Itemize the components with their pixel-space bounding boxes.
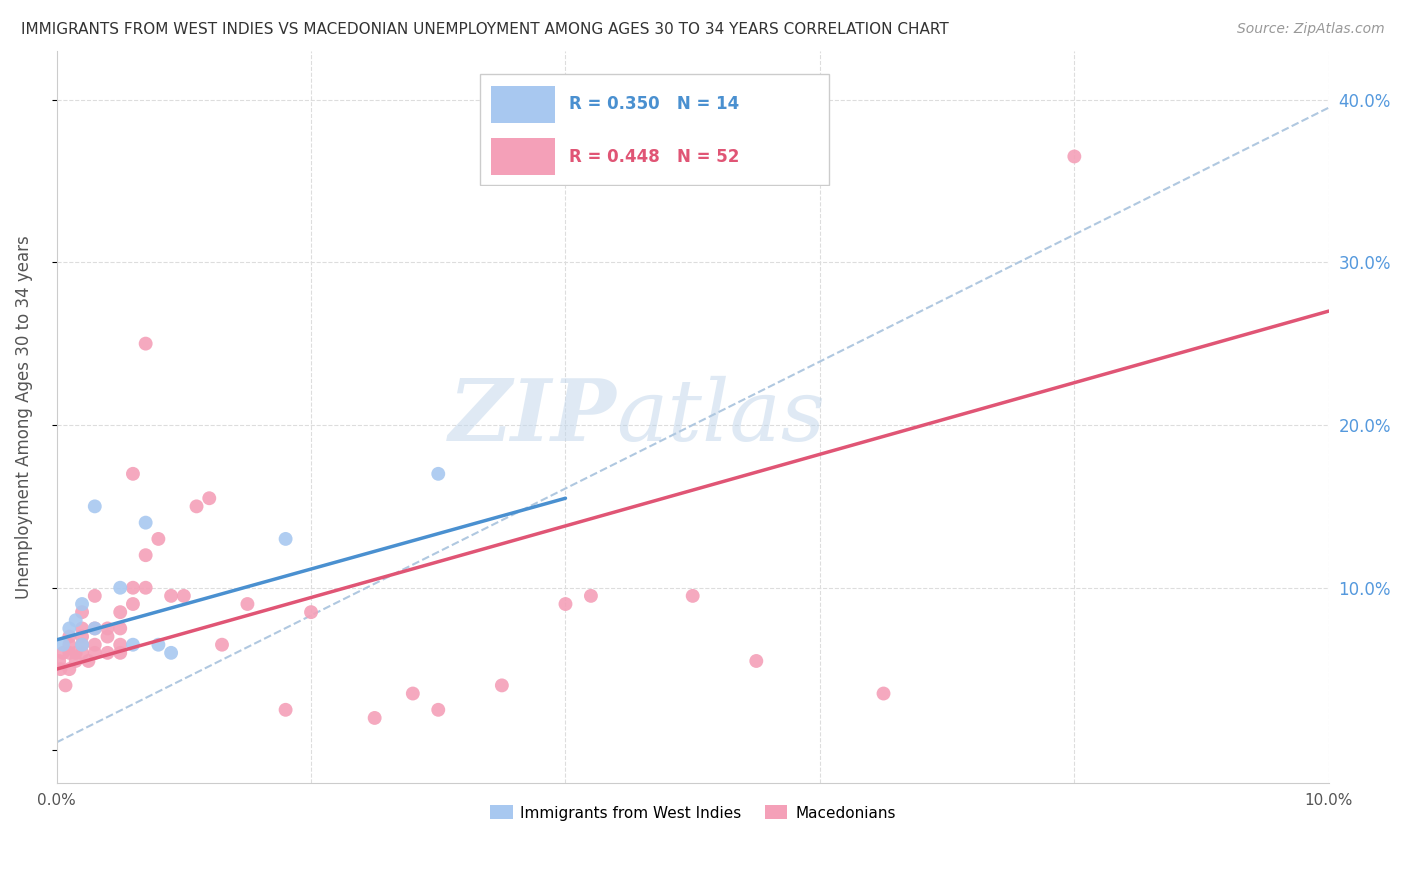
Point	[135, 516, 157, 530]
Point	[83, 500, 105, 514]
Point	[554, 597, 576, 611]
Y-axis label: Unemployment Among Ages 30 to 34 years: Unemployment Among Ages 30 to 34 years	[15, 235, 32, 599]
Point	[48, 654, 70, 668]
Point	[148, 532, 170, 546]
Point	[70, 638, 93, 652]
Point	[58, 646, 80, 660]
Point	[70, 638, 93, 652]
Point	[49, 662, 72, 676]
Point	[58, 630, 80, 644]
Point	[186, 500, 208, 514]
Point	[402, 686, 425, 700]
Point	[65, 654, 87, 668]
Point	[122, 638, 145, 652]
Point	[299, 605, 322, 619]
Point	[148, 638, 170, 652]
Point	[96, 630, 118, 644]
Point	[110, 646, 132, 660]
Point	[135, 581, 157, 595]
Point	[122, 581, 145, 595]
Point	[491, 678, 513, 692]
Point	[135, 336, 157, 351]
Point	[579, 589, 602, 603]
Point	[274, 532, 297, 546]
Point	[274, 703, 297, 717]
Point	[58, 622, 80, 636]
Point	[160, 589, 183, 603]
Point	[198, 491, 221, 506]
Point	[83, 622, 105, 636]
Point	[70, 597, 93, 611]
Point	[363, 711, 385, 725]
Point	[58, 662, 80, 676]
Point	[96, 646, 118, 660]
Point	[55, 678, 77, 692]
Point	[427, 467, 450, 481]
Point	[52, 638, 75, 652]
Point	[77, 654, 100, 668]
Point	[173, 589, 195, 603]
Text: atlas: atlas	[616, 376, 825, 458]
Point	[110, 581, 132, 595]
Point	[52, 646, 75, 660]
Point	[83, 589, 105, 603]
Point	[160, 646, 183, 660]
Point	[1063, 149, 1085, 163]
Point	[70, 646, 93, 660]
Point	[682, 589, 704, 603]
Point	[83, 646, 105, 660]
Point	[96, 622, 118, 636]
Text: Source: ZipAtlas.com: Source: ZipAtlas.com	[1237, 22, 1385, 37]
Point	[110, 605, 132, 619]
Point	[58, 638, 80, 652]
Point	[122, 467, 145, 481]
Point	[70, 630, 93, 644]
Point	[135, 548, 157, 562]
Point	[122, 597, 145, 611]
Legend: Immigrants from West Indies, Macedonians: Immigrants from West Indies, Macedonians	[484, 799, 901, 827]
Point	[110, 622, 132, 636]
Text: IMMIGRANTS FROM WEST INDIES VS MACEDONIAN UNEMPLOYMENT AMONG AGES 30 TO 34 YEARS: IMMIGRANTS FROM WEST INDIES VS MACEDONIA…	[21, 22, 949, 37]
Point	[236, 597, 259, 611]
Point	[83, 638, 105, 652]
Point	[65, 613, 87, 627]
Point	[110, 638, 132, 652]
Point	[65, 646, 87, 660]
Point	[83, 622, 105, 636]
Point	[427, 703, 450, 717]
Text: ZIP: ZIP	[449, 376, 616, 458]
Point	[872, 686, 894, 700]
Point	[70, 605, 93, 619]
Point	[211, 638, 233, 652]
Point	[745, 654, 768, 668]
Point	[70, 622, 93, 636]
